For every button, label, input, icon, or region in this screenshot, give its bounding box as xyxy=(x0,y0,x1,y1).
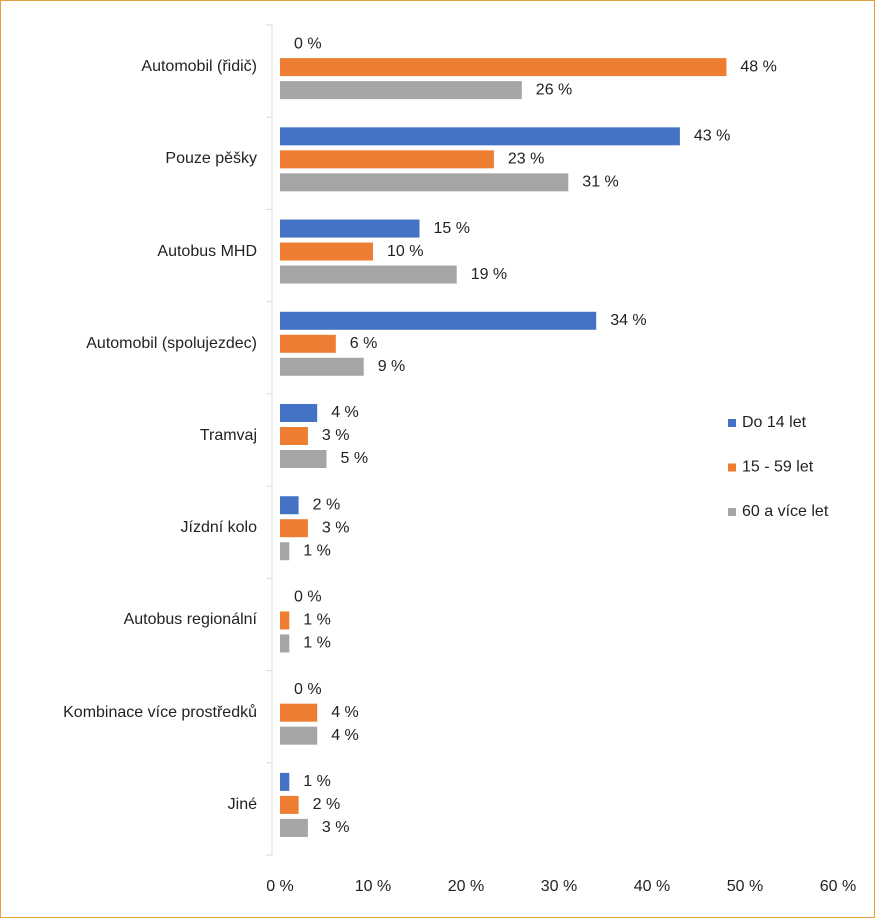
bar xyxy=(280,127,680,146)
legend-label: 15 - 59 let xyxy=(742,459,814,476)
bar xyxy=(280,496,299,515)
value-label: 1 % xyxy=(303,542,331,559)
legend-label: 60 a více let xyxy=(742,503,829,520)
value-label: 6 % xyxy=(350,335,378,352)
value-label: 0 % xyxy=(294,35,322,52)
value-label: 0 % xyxy=(294,589,322,606)
legend-swatch xyxy=(728,419,736,427)
value-label: 3 % xyxy=(322,427,350,444)
value-label: 10 % xyxy=(387,243,423,260)
bar xyxy=(280,519,308,538)
bar xyxy=(280,542,290,561)
bar xyxy=(280,427,308,445)
x-tick-label: 0 % xyxy=(266,878,294,895)
bar xyxy=(280,150,494,169)
value-label: 23 % xyxy=(508,151,544,168)
bar xyxy=(280,450,327,468)
value-label: 3 % xyxy=(322,819,350,836)
value-label: 1 % xyxy=(303,612,331,629)
bar xyxy=(280,726,318,745)
category-label: Kombinace více prostředků xyxy=(63,703,257,721)
category-label: Autobus MHD xyxy=(157,242,257,260)
value-label: 3 % xyxy=(322,519,350,536)
bar xyxy=(280,634,290,653)
value-label: 15 % xyxy=(434,220,470,237)
bar xyxy=(280,311,597,330)
bar xyxy=(280,265,457,284)
value-label: 4 % xyxy=(331,727,359,744)
bar xyxy=(280,818,308,837)
value-label: 1 % xyxy=(303,635,331,652)
category-label: Pouze pěšky xyxy=(165,150,257,168)
x-tick-label: 40 % xyxy=(634,878,670,895)
x-tick-label: 50 % xyxy=(727,878,763,895)
legend-swatch xyxy=(728,463,736,472)
bar xyxy=(280,81,522,100)
category-label: Jiné xyxy=(227,795,257,813)
value-label: 26 % xyxy=(536,81,572,98)
value-label: 43 % xyxy=(694,128,730,145)
bar xyxy=(280,611,290,630)
value-label: 48 % xyxy=(740,58,776,75)
bar xyxy=(280,58,727,77)
category-label: Automobil (spolujezdec) xyxy=(86,334,257,352)
x-tick-label: 60 % xyxy=(820,878,856,895)
value-label: 4 % xyxy=(331,404,359,421)
bar xyxy=(280,703,318,722)
value-label: 0 % xyxy=(294,681,322,698)
value-label: 9 % xyxy=(378,358,406,375)
value-label: 4 % xyxy=(331,704,359,721)
x-tick-label: 30 % xyxy=(541,878,577,895)
bar xyxy=(280,772,290,791)
value-label: 1 % xyxy=(303,773,331,790)
bar xyxy=(280,795,299,814)
legend-swatch xyxy=(728,508,736,516)
bar xyxy=(280,404,318,422)
bar xyxy=(280,242,373,261)
value-label: 2 % xyxy=(313,796,341,813)
value-label: 2 % xyxy=(313,496,341,513)
value-label: 5 % xyxy=(341,450,369,467)
category-label: Jízdní kolo xyxy=(180,519,257,537)
value-label: 34 % xyxy=(610,312,646,329)
bar xyxy=(280,357,364,376)
bar xyxy=(280,173,569,192)
bar xyxy=(280,334,336,353)
value-label: 19 % xyxy=(471,266,507,283)
x-tick-label: 20 % xyxy=(448,878,484,895)
legend-label: Do 14 let xyxy=(742,414,807,431)
category-label: Tramvaj xyxy=(199,427,257,444)
category-label: Automobil (řidič) xyxy=(141,58,257,76)
category-label: Autobus regionální xyxy=(123,611,257,629)
value-label: 31 % xyxy=(582,174,618,191)
bar xyxy=(280,219,420,238)
x-tick-label: 10 % xyxy=(355,878,391,895)
